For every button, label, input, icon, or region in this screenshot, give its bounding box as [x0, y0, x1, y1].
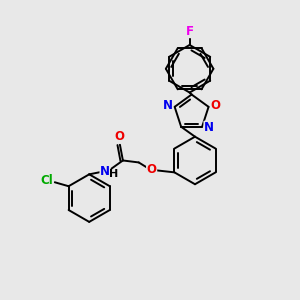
Text: F: F [186, 25, 194, 38]
Text: H: H [109, 169, 119, 179]
Text: O: O [211, 99, 220, 112]
Text: O: O [114, 130, 124, 143]
Text: N: N [204, 121, 214, 134]
Text: N: N [163, 99, 173, 112]
Text: O: O [147, 163, 157, 176]
Text: Cl: Cl [40, 174, 53, 187]
Text: N: N [100, 165, 110, 178]
